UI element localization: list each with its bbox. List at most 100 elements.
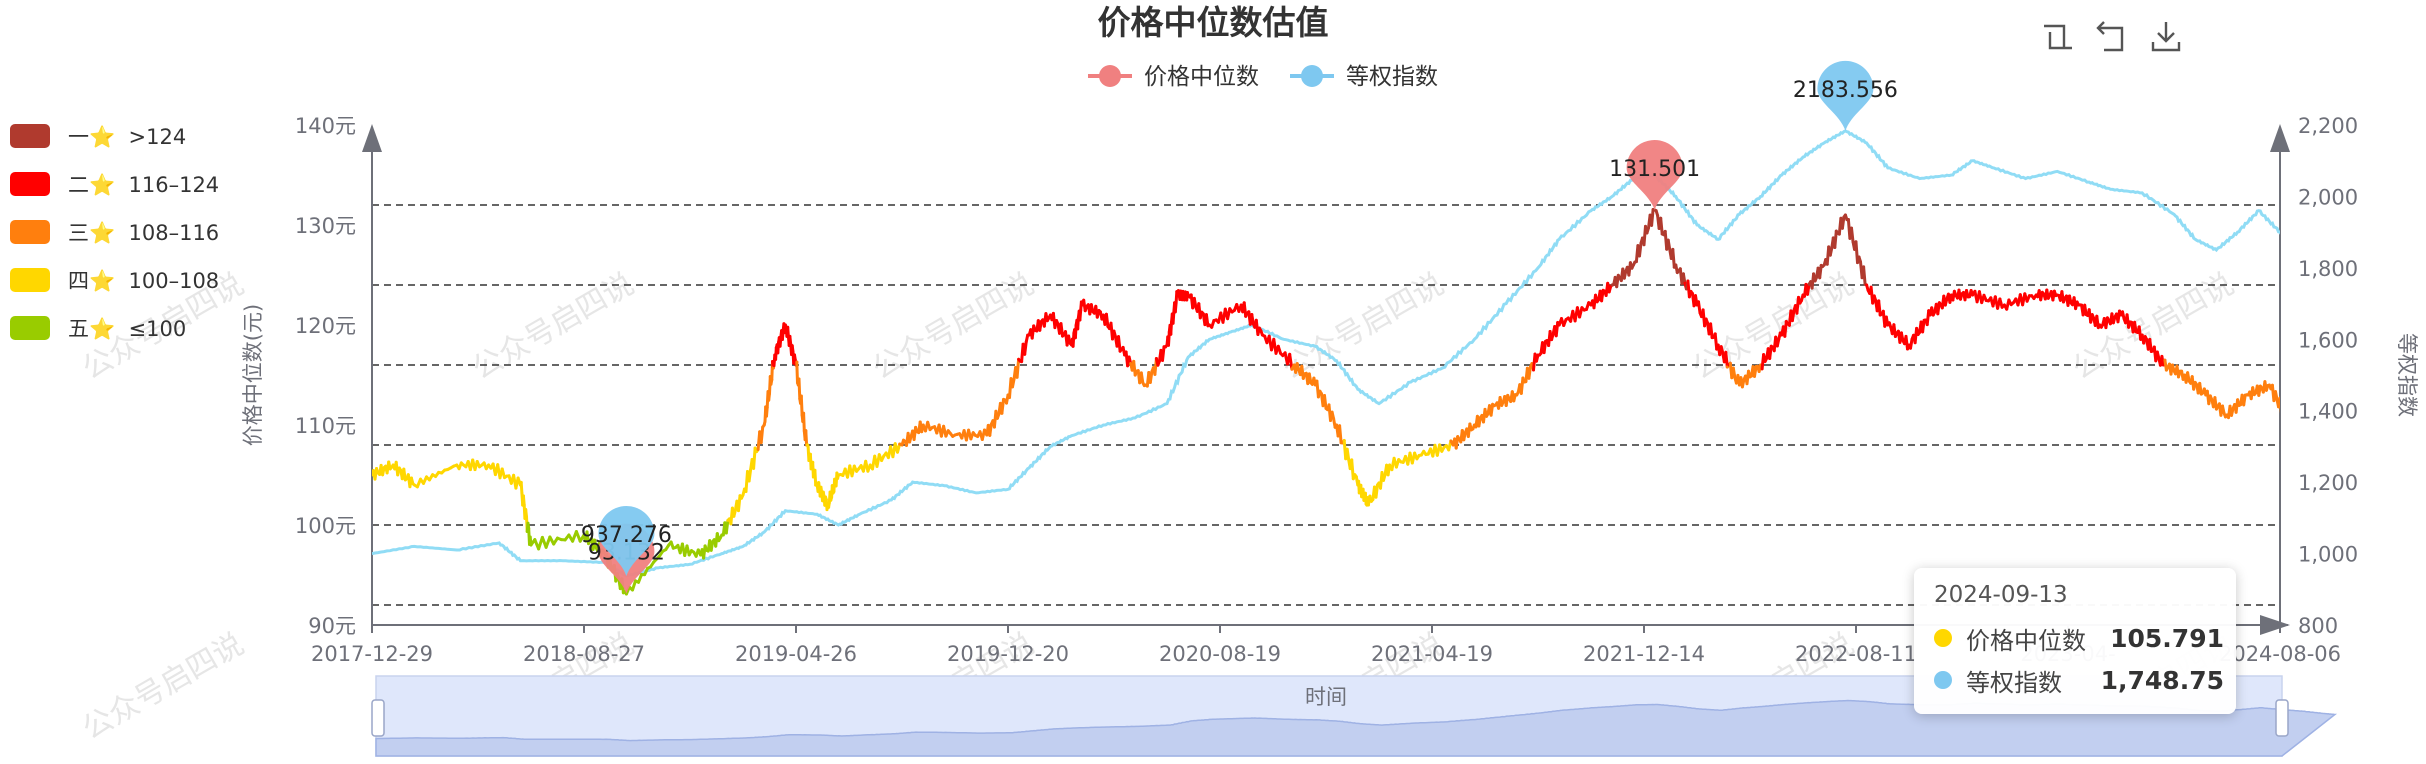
visual-map-item[interactable]: 二⭐ 116–124 <box>10 160 230 208</box>
series-segment-price-median <box>1820 265 1822 277</box>
y-left-tick-label: 110元 <box>295 414 356 438</box>
series-segment-price-median <box>2310 440 2312 445</box>
series-segment-price-median <box>1106 314 1108 326</box>
series-segment-price-median <box>1150 372 1152 383</box>
x-tick-label: 2019-12-20 <box>947 642 1069 666</box>
series-segment-price-median <box>1163 347 1165 361</box>
y-right-tick-label: 2,200 <box>2298 114 2358 138</box>
x-tick-label: 2017-12-29 <box>311 642 433 666</box>
y-right-tick-label: 1,400 <box>2298 400 2358 424</box>
series-segment-price-median <box>2303 431 2305 441</box>
series-segment-price-median <box>2292 428 2294 432</box>
zoom-reset-icon[interactable] <box>2094 18 2130 54</box>
series-segment-price-median <box>1661 218 1663 234</box>
save-image-icon[interactable] <box>2148 18 2184 54</box>
legend-label: 价格中位数 <box>1144 64 1259 90</box>
x-tick-label: 2024-08-06 <box>2219 642 2341 666</box>
zoom-icon[interactable] <box>2040 18 2076 54</box>
series-segment-price-median <box>1347 449 1349 460</box>
visual-map-label: 四⭐ 100–108 <box>68 265 219 295</box>
visual-map-item[interactable]: 一⭐ >124 <box>10 112 230 160</box>
series-segment-price-median <box>1025 342 1027 354</box>
series-segment-price-median <box>2325 464 2326 471</box>
series-segment-price-median <box>2295 424 2297 437</box>
marker-label: 937.276 <box>581 523 672 548</box>
chart-title: 价格中位数估值 <box>1098 3 1329 42</box>
tooltip-value: 105.791 <box>2110 624 2224 653</box>
series-segment-price-median <box>2316 456 2317 459</box>
series-segment-price-median <box>1078 318 1079 329</box>
visual-map-swatch <box>10 172 50 196</box>
series-segment-price-median <box>1755 367 1757 377</box>
series-segment-price-median <box>1842 217 1844 228</box>
tooltip: 2024-09-13 价格中位数 105.791 等权指数 1,748.75 <box>1914 568 2236 714</box>
series-segment-price-median <box>2328 464 2329 471</box>
series-segment-price-median <box>1119 337 1121 352</box>
series-segment-price-median <box>2313 443 2314 455</box>
visual-map-item[interactable]: 五⭐ ≤100 <box>10 304 230 352</box>
tooltip-date: 2024-09-13 <box>1934 582 2068 608</box>
series-segment-price-median <box>2282 410 2284 414</box>
series-segment-price-median <box>1017 359 1019 377</box>
y-left-tick-label: 90元 <box>308 614 356 638</box>
x-tick-label: 2022-08-11 <box>1795 642 1917 666</box>
legend-marker <box>1301 65 1323 87</box>
series-segment-price-median <box>1171 322 1172 334</box>
visual-map-item[interactable]: 三⭐ 108–116 <box>10 208 230 256</box>
visual-map-swatch <box>10 220 50 244</box>
tooltip-series-name: 价格中位数 <box>1966 621 2086 656</box>
visual-map-label: 一⭐ >124 <box>68 121 186 151</box>
tooltip-series-name: 等权指数 <box>1966 663 2062 698</box>
series-segment-price-median <box>1923 320 1925 332</box>
x-tick-label: 2021-04-19 <box>1371 642 1493 666</box>
visual-map-legend: 一⭐ >124 二⭐ 116–124 三⭐ 108–116 四⭐ 100–108 五⭐ … <box>10 112 230 352</box>
series-segment-price-median <box>2318 451 2319 463</box>
series-segment-price-median <box>2294 424 2296 432</box>
series-segment-price-median <box>2325 463 2326 471</box>
y-right-axis-label: 等权指数 <box>2395 333 2419 417</box>
series-segment-price-median <box>761 427 763 443</box>
tooltip-row: 等权指数 1,748.75 <box>1934 662 2224 698</box>
series-segment-price-median <box>2309 440 2311 448</box>
y-right-tick-label: 1,800 <box>2298 257 2358 281</box>
tooltip-dot <box>1934 671 1952 689</box>
series-segment-price-median <box>2300 431 2302 440</box>
series-segment-price-median <box>801 396 802 415</box>
series-segment-price-median <box>2324 462 2325 464</box>
y-left-tick-label: 140元 <box>295 114 356 138</box>
series-segment-price-median <box>2288 413 2290 424</box>
series-segment-price-median <box>1808 284 1810 294</box>
series-line-equal-weight-index <box>372 131 2333 576</box>
watermark-text: 公众号启四说 <box>1687 267 1860 387</box>
y-right-tick-label: 1,600 <box>2298 328 2358 352</box>
series-segment-price-median <box>2291 425 2293 428</box>
series-segment-price-median <box>1673 249 1675 267</box>
series-segment-price-median <box>1061 324 1063 337</box>
y-axis-right-arrow <box>2270 124 2290 152</box>
series-segment-price-median <box>2320 455 2321 466</box>
visual-map-item[interactable]: 四⭐ 100–108 <box>10 256 230 304</box>
series-segment-price-median <box>726 520 728 533</box>
series-segment-price-median <box>2319 461 2320 462</box>
series-segment-price-median <box>1864 267 1866 284</box>
series-segment-price-median <box>2331 463 2332 465</box>
series-segment-price-median <box>1002 399 1004 413</box>
x-tick-label: 2021-12-14 <box>1583 642 1705 666</box>
series-segment-price-median <box>799 379 800 399</box>
visual-map-label: 二⭐ 116–124 <box>68 169 219 199</box>
series-segment-price-median <box>2286 413 2288 423</box>
visual-map-label: 五⭐ ≤100 <box>68 313 186 343</box>
series-segment-price-median <box>2315 447 2316 451</box>
watermark-text: 公众号启四说 <box>77 627 250 747</box>
series-segment-price-median <box>1544 341 1546 352</box>
x-tick-label: 2018-08-27 <box>523 642 645 666</box>
series-segment-price-median <box>2316 447 2317 459</box>
x-tick-label: 2020-08-19 <box>1159 642 1281 666</box>
series-segment-price-median <box>1711 324 1713 338</box>
visual-map-label: 三⭐ 108–116 <box>68 217 219 247</box>
series-legend: 价格中位数等权指数 <box>1088 64 1438 90</box>
series-segment-price-median <box>1325 396 1327 409</box>
series-segment-price-median <box>1852 228 1854 242</box>
series-segment-price-median <box>797 362 798 383</box>
series-segment-price-median <box>2314 451 2315 455</box>
